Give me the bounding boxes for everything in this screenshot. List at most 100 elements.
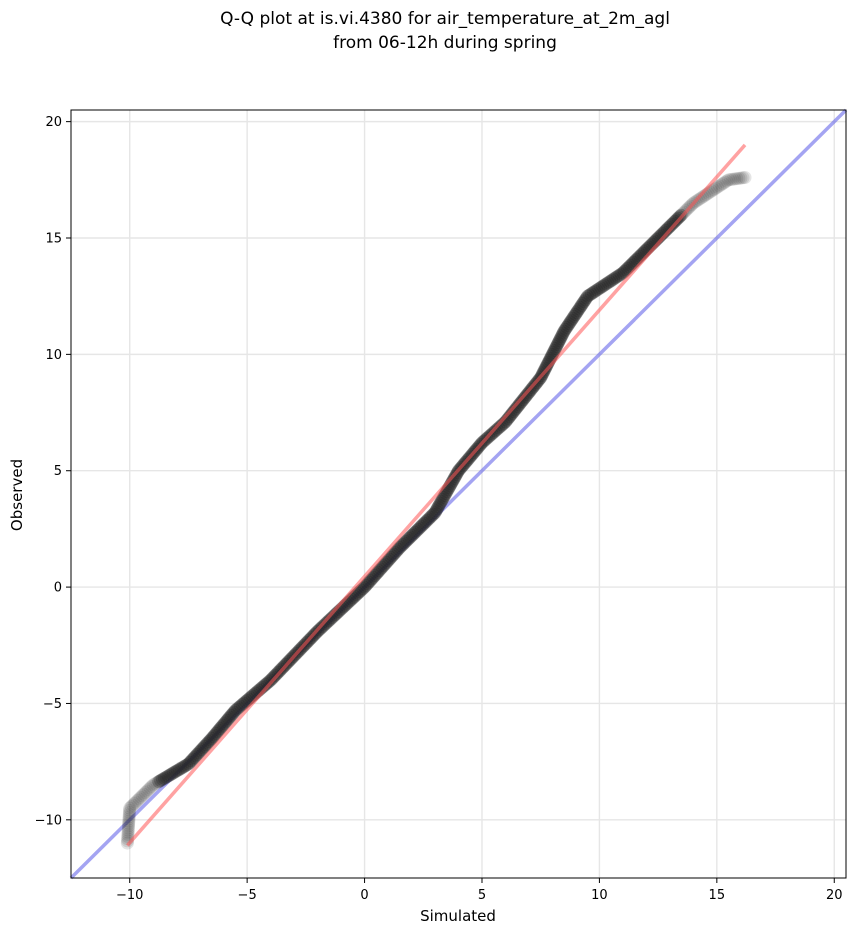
quantile-point-184 xyxy=(387,547,401,561)
quantile-point-59 xyxy=(195,743,209,757)
quantile-point-189 xyxy=(394,539,408,553)
quantile-point-385 xyxy=(666,216,680,230)
quantile-point-312 xyxy=(555,328,569,342)
quantile-point-200 xyxy=(411,522,425,536)
quantile-point-342 xyxy=(597,278,611,292)
quantile-point-79 xyxy=(223,710,237,724)
quantile-point-51 xyxy=(183,755,197,769)
quantile-point-181 xyxy=(383,552,397,566)
quantile-point-188 xyxy=(393,541,407,555)
quantile-point-73 xyxy=(215,720,229,734)
quantile-point-140 xyxy=(319,617,333,631)
quantile-point-411 xyxy=(710,180,724,194)
quantile-point-383 xyxy=(663,219,677,233)
quantile-point-186 xyxy=(390,544,404,558)
quantile-point-28 xyxy=(142,783,155,797)
quantile-point-101 xyxy=(259,678,273,692)
quantile-point-63 xyxy=(201,736,215,750)
quantile-point-87 xyxy=(235,698,249,712)
quantile-point-7 xyxy=(121,821,135,835)
quantile-point-171 xyxy=(368,569,382,583)
quantile-point-36 xyxy=(155,772,169,786)
quantile-point-50 xyxy=(181,757,195,771)
y-tick-label-6: 20 xyxy=(45,115,62,130)
quantile-point-326 xyxy=(572,302,586,316)
quantile-point-338 xyxy=(590,283,604,297)
quantile-point-76 xyxy=(219,715,233,729)
quantile-point-176 xyxy=(375,560,389,574)
quantile-point-185 xyxy=(388,545,402,559)
quantile-point-4 xyxy=(121,827,135,841)
chart-title-line-1: Q-Q plot at is.vi.4380 for air_temperatu… xyxy=(220,9,670,29)
quantile-point-336 xyxy=(586,286,600,300)
quantile-point-9 xyxy=(122,816,136,830)
quantile-point-318 xyxy=(562,317,576,331)
quantile-point-77 xyxy=(220,713,234,727)
quantile-point-80 xyxy=(224,708,238,722)
quantile-point-347 xyxy=(607,272,621,286)
quantile-point-414 xyxy=(716,176,730,190)
quantile-point-320 xyxy=(565,313,579,327)
quantile-point-199 xyxy=(410,524,424,538)
quantile-point-416 xyxy=(720,174,734,188)
quantile-point-310 xyxy=(553,332,567,346)
x-tick-label-4: 10 xyxy=(591,888,608,903)
y-tick-label-4: 10 xyxy=(45,348,62,363)
quantile-point-22 xyxy=(132,792,146,806)
y-axis-label: Observed xyxy=(8,459,26,531)
quantile-point-212 xyxy=(429,504,443,518)
quantile-point-34 xyxy=(152,775,166,789)
quantile-point-5 xyxy=(121,825,135,839)
quantile-point-346 xyxy=(605,273,619,287)
quantile-point-37 xyxy=(157,771,171,785)
quantile-point-219 xyxy=(437,490,451,504)
quantile-point-327 xyxy=(573,300,587,314)
quantile-point-350 xyxy=(612,268,626,282)
quantile-point-165 xyxy=(359,578,373,592)
identity-line xyxy=(69,108,848,880)
quantile-point-260 xyxy=(492,421,506,435)
quantile-point-44 xyxy=(170,764,184,778)
quantile-point-211 xyxy=(428,506,442,520)
quantile-point-209 xyxy=(425,509,439,523)
quantile-point-337 xyxy=(588,284,602,298)
y-tick-label-3: 5 xyxy=(54,464,62,479)
quantile-point-354 xyxy=(619,263,633,277)
quantile-point-52 xyxy=(184,754,198,768)
quantile-point-15 xyxy=(123,803,137,817)
quantile-point-14 xyxy=(122,806,136,820)
quantile-point-259 xyxy=(490,422,504,436)
quantile-point-71 xyxy=(212,723,226,737)
quantile-point-142 xyxy=(322,614,336,628)
quantile-point-61 xyxy=(198,739,212,753)
quantile-point-65 xyxy=(203,733,217,747)
x-tick-label-0: −10 xyxy=(116,888,143,903)
quantile-point-421 xyxy=(730,172,744,186)
quantile-point-348 xyxy=(608,271,622,285)
quantile-point-305 xyxy=(548,342,562,356)
quantile-point-308 xyxy=(551,336,565,350)
quantile-point-197 xyxy=(407,527,421,541)
quantile-point-423 xyxy=(734,171,748,185)
quantile-point-313 xyxy=(556,326,570,340)
quantile-point-10 xyxy=(122,814,136,828)
quantile-point-309 xyxy=(552,334,566,348)
quantile-point-6 xyxy=(121,823,135,837)
quantile-point-42 xyxy=(167,766,181,780)
quantile-point-180 xyxy=(381,554,395,568)
quantile-point-75 xyxy=(217,717,231,731)
quantile-point-30 xyxy=(145,779,159,793)
quantile-point-205 xyxy=(419,515,433,529)
y-tick-label-0: −10 xyxy=(35,813,62,828)
quantile-point-215 xyxy=(432,498,446,512)
quantile-point-332 xyxy=(579,291,593,305)
quantile-point-16 xyxy=(123,801,137,815)
quantile-point-23 xyxy=(134,790,148,804)
quantile-point-33 xyxy=(150,776,164,790)
quantile-point-323 xyxy=(568,308,582,322)
quantile-point-418 xyxy=(724,173,738,187)
quantile-point-35 xyxy=(154,773,168,787)
quantile-point-141 xyxy=(320,615,334,629)
quantile-point-18 xyxy=(126,798,140,812)
quantile-point-182 xyxy=(384,550,398,564)
